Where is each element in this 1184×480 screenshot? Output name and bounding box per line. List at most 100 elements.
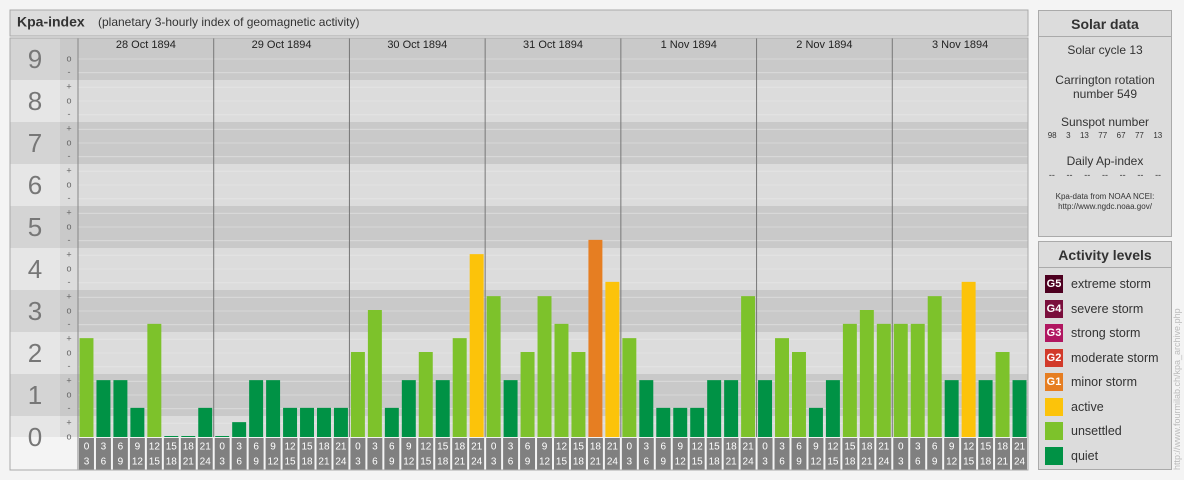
minor-tick-label: + [66, 376, 71, 386]
legend-item: G5 extreme storm [1039, 272, 1171, 297]
hour-box [554, 438, 569, 470]
bar [927, 296, 942, 437]
bar [198, 407, 213, 437]
hour-box [961, 438, 977, 470]
hour-start: 15 [844, 442, 856, 453]
bar [775, 338, 789, 437]
hour-end: 9 [932, 457, 938, 468]
ap-value: -- [1048, 170, 1055, 180]
hour-end: 3 [219, 457, 225, 468]
y-tick-label: 5 [28, 212, 42, 242]
sunspot-value: 77 [1098, 131, 1108, 140]
ap-value: -- [1155, 170, 1162, 180]
legend-label: unsettled [1071, 424, 1122, 439]
hour-box [723, 438, 739, 470]
hour-end: 12 [539, 457, 551, 468]
hour-start: 15 [437, 442, 449, 453]
bar [452, 338, 467, 437]
hour-box [197, 438, 213, 470]
bar [130, 407, 145, 437]
legend-swatch: G3 [1045, 324, 1063, 343]
hour-box [944, 438, 960, 470]
hour-start: 15 [166, 442, 178, 453]
hour-box [587, 438, 603, 470]
legend-label: quiet [1071, 448, 1099, 463]
hour-end: 21 [183, 457, 195, 468]
minor-tick-label: + [66, 334, 71, 344]
legend-item: active [1039, 395, 1171, 420]
hour-end: 18 [301, 457, 313, 468]
hour-box [333, 438, 349, 470]
hour-box [791, 438, 807, 470]
bar [215, 436, 230, 437]
minor-tick-label: + [66, 124, 71, 134]
minor-tick-label: - [68, 361, 71, 371]
bar [910, 323, 925, 437]
hour-box [621, 438, 637, 470]
chart-title: Kpa-index [17, 14, 85, 30]
hour-start: 18 [183, 442, 195, 453]
hour-box [808, 438, 824, 470]
hour-box [1012, 438, 1027, 470]
sunspot-title: Sunspot number [1060, 115, 1150, 129]
minor-tick-label: - [68, 319, 71, 329]
y-label-box [10, 38, 60, 80]
minor-tick-label: o [66, 95, 71, 105]
bar [792, 352, 806, 437]
hour-start: 21 [607, 442, 619, 453]
hour-box [316, 438, 332, 470]
hour-box [384, 438, 400, 470]
hour-end: 21 [726, 457, 738, 468]
hour-end: 21 [318, 457, 330, 468]
hour-start: 15 [301, 442, 313, 453]
legend-item: G4 severe storm [1039, 297, 1171, 322]
hour-end: 15 [420, 457, 432, 468]
y-tick-label: 3 [28, 296, 42, 326]
panel-title: Activity levels [1039, 242, 1171, 268]
hour-end: 24 [878, 457, 890, 468]
hour-end: 12 [132, 457, 144, 468]
hour-start: 15 [709, 442, 721, 453]
day-label: 1 Nov 1894 [661, 39, 717, 51]
hour-end: 3 [898, 457, 904, 468]
hour-start: 18 [590, 442, 602, 453]
bar [333, 407, 348, 437]
hour-box [214, 438, 230, 470]
day-label: 30 Oct 1894 [387, 39, 447, 51]
hour-start: 6 [525, 442, 531, 453]
hour-box [689, 438, 705, 470]
minor-tick-label: - [68, 277, 71, 287]
hour-box [469, 438, 485, 470]
bar [266, 380, 281, 437]
hour-box [435, 438, 451, 470]
y-tick-label: 4 [28, 254, 42, 284]
minor-tick-label: - [68, 193, 71, 203]
minor-tick-label: o [66, 431, 71, 441]
y-tick-label: 6 [28, 170, 42, 200]
hour-end: 6 [644, 457, 650, 468]
legend-item: unsettled [1039, 419, 1171, 444]
minor-tick-label: + [66, 166, 71, 176]
y-label-box [10, 374, 60, 416]
hour-box [757, 438, 773, 470]
hour-box [825, 438, 841, 470]
bar [961, 281, 976, 437]
hour-box [95, 438, 111, 470]
activity-panel: Activity levels G5 extreme storm G4 severe … [1038, 241, 1172, 470]
source: Kpa-data from NOAA NCEI: http://www.ngdc… [1039, 182, 1171, 212]
bar [588, 239, 603, 437]
ap-value: -- [1066, 170, 1073, 180]
bar [537, 296, 552, 437]
hour-box [486, 438, 502, 470]
hour-box [859, 438, 875, 470]
hour-start: 21 [878, 442, 890, 453]
hour-end: 15 [827, 457, 839, 468]
hour-box [79, 438, 94, 470]
legend-label: minor storm [1071, 375, 1137, 390]
hour-start: 15 [573, 442, 585, 453]
bar [876, 323, 891, 437]
bar [758, 380, 773, 437]
legend-swatch [1045, 422, 1063, 441]
hour-start: 9 [949, 442, 955, 453]
hour-start: 12 [149, 442, 161, 453]
